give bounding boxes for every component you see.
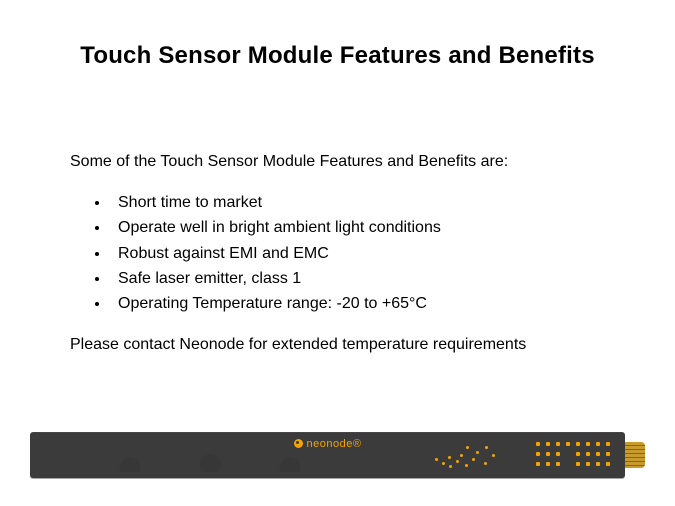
sensor-module-illustration: neonode® xyxy=(30,432,645,478)
list-item: Robust against EMI and EMC xyxy=(110,242,610,265)
pcb-dot xyxy=(586,462,590,466)
pcb-dot xyxy=(596,452,600,456)
pcb-dot xyxy=(586,442,590,446)
pcb-dot xyxy=(448,456,451,459)
slide: Touch Sensor Module Features and Benefit… xyxy=(0,0,675,506)
footer-note: Please contact Neonode for extended temp… xyxy=(70,333,610,356)
pcb-dot xyxy=(566,442,570,446)
page-title: Touch Sensor Module Features and Benefit… xyxy=(0,42,675,70)
pcb-dot xyxy=(460,454,463,457)
pcb-dot xyxy=(576,442,580,446)
pcb-dot xyxy=(546,452,550,456)
pcb-dot xyxy=(435,458,438,461)
pcb-dot xyxy=(476,451,479,454)
pcb-dot xyxy=(546,462,550,466)
brand-label: neonode® xyxy=(30,438,625,450)
pcb-dot xyxy=(484,462,487,465)
pcb-dot xyxy=(536,452,540,456)
edge-connector xyxy=(625,442,645,468)
pcb-dot xyxy=(606,442,610,446)
pcb-dot xyxy=(576,452,580,456)
pcb-dot xyxy=(449,465,452,468)
list-item: Operate well in bright ambient light con… xyxy=(110,216,610,239)
pcb-dot xyxy=(606,462,610,466)
body-content: Some of the Touch Sensor Module Features… xyxy=(70,150,610,356)
list-item: Short time to market xyxy=(110,191,610,214)
pcb-dot xyxy=(596,462,600,466)
list-item: Operating Temperature range: -20 to +65°… xyxy=(110,292,610,315)
brand-text: neonode® xyxy=(307,438,362,450)
pcb-dot xyxy=(546,442,550,446)
pcb-dot xyxy=(442,462,445,465)
pcb-dot xyxy=(556,462,560,466)
pcb-dot xyxy=(456,460,459,463)
features-list: Short time to market Operate well in bri… xyxy=(70,191,610,315)
pcb-dot xyxy=(536,442,540,446)
pcb-dot xyxy=(576,462,580,466)
globe-icon xyxy=(294,439,303,448)
pcb-dot xyxy=(586,452,590,456)
pcb-dot xyxy=(465,464,468,467)
pcb-dot xyxy=(536,462,540,466)
list-item: Safe laser emitter, class 1 xyxy=(110,267,610,290)
connector-pins xyxy=(625,442,645,468)
pcb-board: neonode® xyxy=(30,432,625,478)
pcb-dot xyxy=(485,446,488,449)
pcb-dot xyxy=(492,454,495,457)
pcb-dot xyxy=(556,442,560,446)
pcb-dot xyxy=(466,446,469,449)
pcb-dot xyxy=(596,442,600,446)
pcb-dot xyxy=(556,452,560,456)
pcb-dot xyxy=(606,452,610,456)
pcb-dot xyxy=(472,458,475,461)
intro-text: Some of the Touch Sensor Module Features… xyxy=(70,150,610,173)
